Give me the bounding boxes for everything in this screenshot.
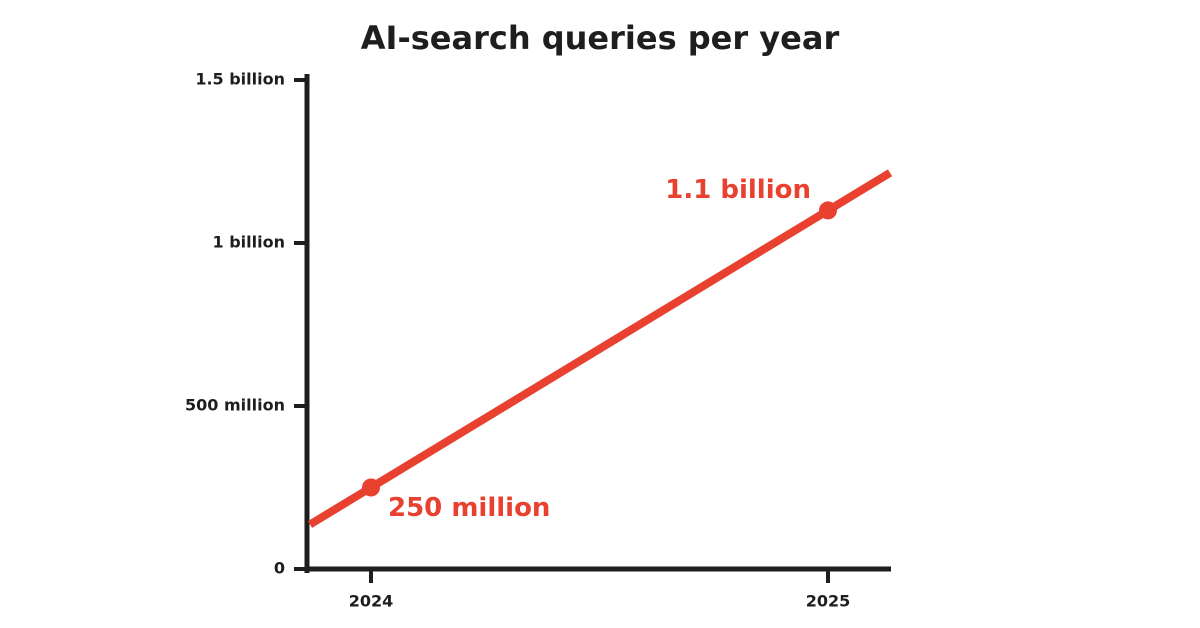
y-tick-label: 1.5 billion	[195, 70, 285, 89]
y-tick-label: 500 million	[185, 396, 285, 415]
point	[819, 201, 837, 220]
x-tick-label: 2025	[806, 592, 851, 611]
value-label: 250 million	[388, 493, 550, 523]
trend-extension	[825, 169, 893, 214]
trend-extension	[307, 484, 374, 528]
y-tick-label: 1 billion	[213, 233, 285, 252]
y-tick-label: 0	[274, 559, 285, 578]
x-tick-label: 2024	[349, 592, 394, 611]
point	[362, 478, 380, 497]
chart-title: AI-search queries per year	[361, 19, 840, 57]
value-label: 1.1 billion	[665, 175, 811, 205]
line	[368, 206, 831, 491]
